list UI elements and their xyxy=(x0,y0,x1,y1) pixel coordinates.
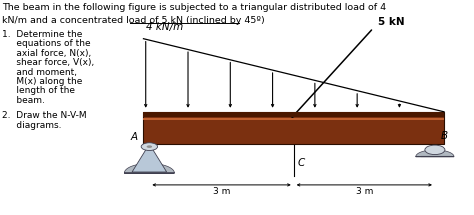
Polygon shape xyxy=(144,112,444,117)
Text: B: B xyxy=(440,131,447,141)
Text: 5 kN: 5 kN xyxy=(378,17,405,27)
Text: The beam in the following figure is subjected to a triangular distributed load o: The beam in the following figure is subj… xyxy=(2,3,386,12)
Text: 3 m: 3 m xyxy=(213,187,230,196)
Text: axial force, N(x),: axial force, N(x), xyxy=(2,49,91,58)
Text: 4 kN/m: 4 kN/m xyxy=(146,22,183,32)
Circle shape xyxy=(141,143,157,150)
Text: beam.: beam. xyxy=(2,96,45,105)
Text: and moment,: and moment, xyxy=(2,68,77,77)
Polygon shape xyxy=(144,118,444,120)
Text: 2.  Draw the N-V-M: 2. Draw the N-V-M xyxy=(2,111,87,120)
Text: diagrams.: diagrams. xyxy=(2,121,62,130)
Circle shape xyxy=(425,145,445,155)
Polygon shape xyxy=(144,112,444,144)
Text: 3 m: 3 m xyxy=(356,187,373,196)
Text: length of the: length of the xyxy=(2,86,75,95)
Polygon shape xyxy=(416,150,454,157)
Polygon shape xyxy=(132,144,167,172)
Circle shape xyxy=(146,145,152,148)
Text: kN/m and a concentrated load of 5 kN (inclined by 45º): kN/m and a concentrated load of 5 kN (in… xyxy=(2,16,265,25)
Polygon shape xyxy=(124,163,174,173)
Text: A: A xyxy=(131,132,138,142)
Text: M(x) along the: M(x) along the xyxy=(2,77,82,86)
Text: shear force, V(x),: shear force, V(x), xyxy=(2,58,94,67)
Text: equations of the: equations of the xyxy=(2,39,91,48)
Text: C: C xyxy=(297,158,305,168)
Text: 1.  Determine the: 1. Determine the xyxy=(2,30,82,39)
